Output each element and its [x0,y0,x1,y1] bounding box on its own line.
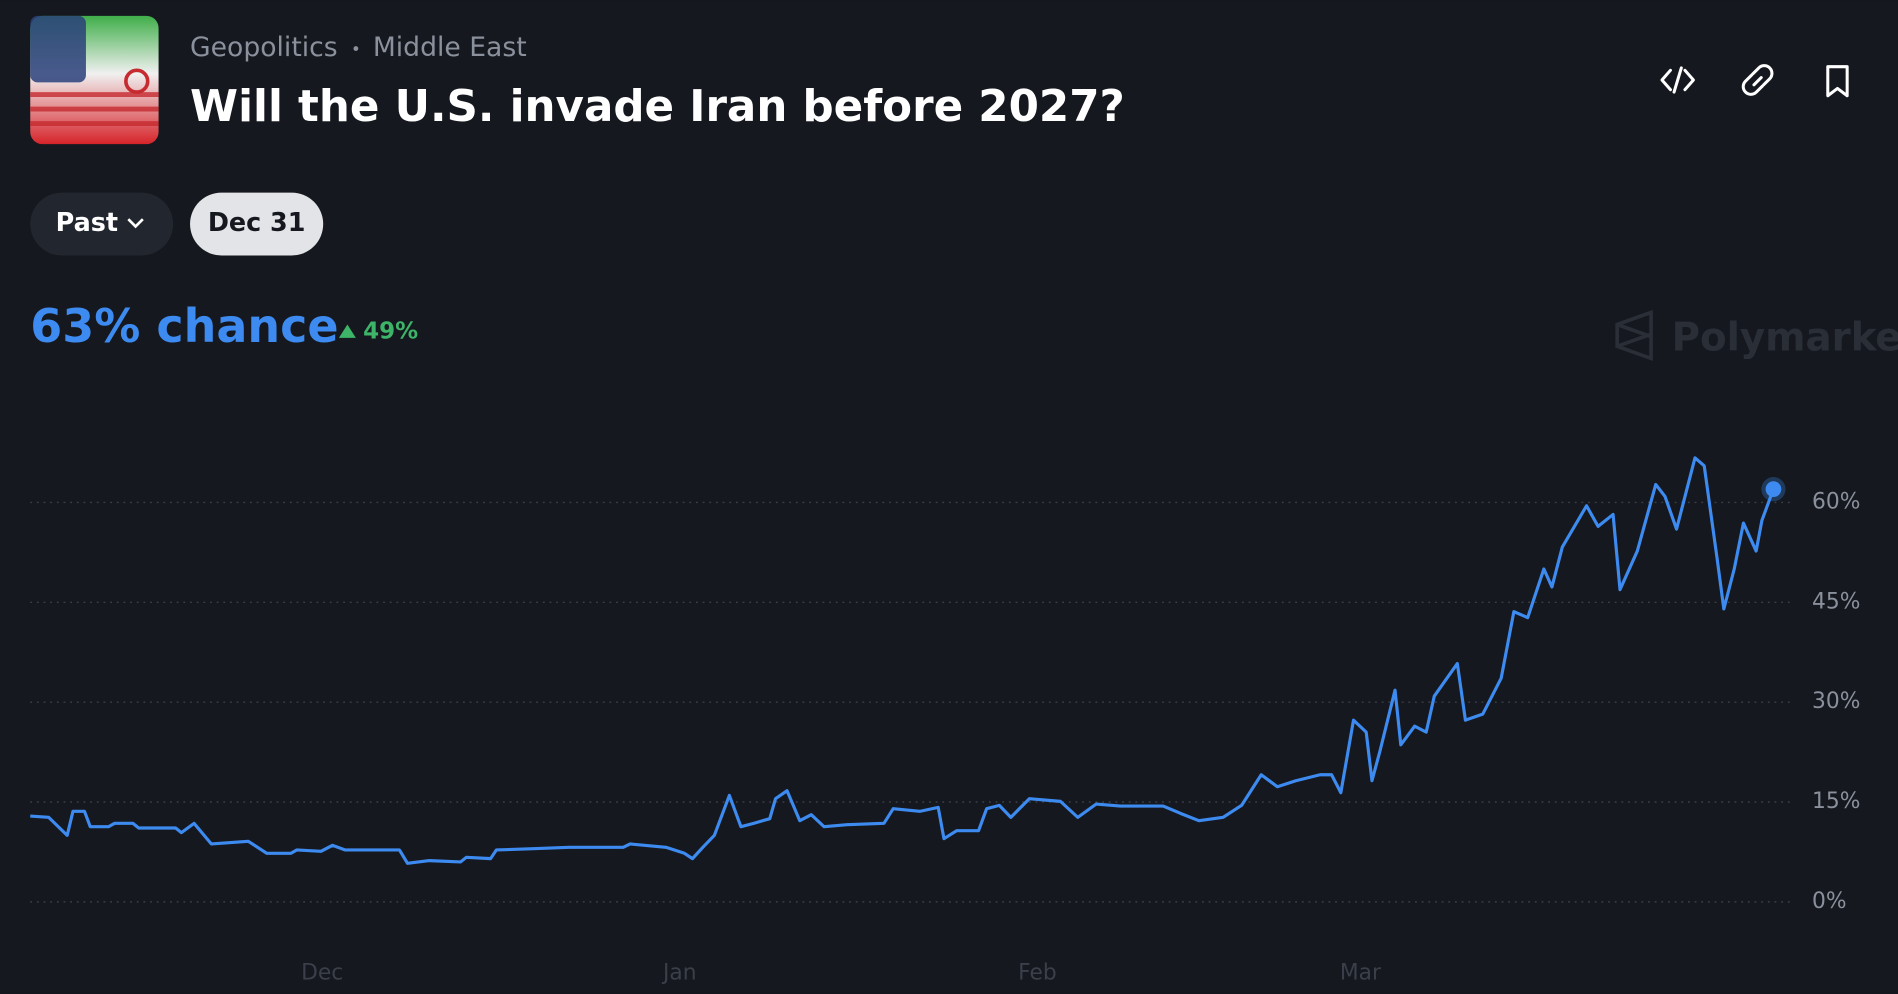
y-tick-label: 60% [1812,489,1860,514]
date-button[interactable]: Dec 31 [190,192,324,256]
breadcrumb[interactable]: Middle East [373,32,527,63]
x-tick-label: Mar [1340,960,1381,985]
x-tick-label: Feb [1018,960,1057,985]
brand: Polymarket [1672,316,1898,361]
separator [353,46,359,51]
range-label: Past [56,207,118,237]
market-title: Will the U.S. invade Iran before 2027? [190,82,1125,132]
price-line [30,456,1775,865]
change-arrow [338,324,356,338]
chance: 63% chance [30,299,338,353]
current-point [1765,481,1782,497]
watermark: Polymarket [1615,309,1898,361]
x-tick-label: Jan [661,960,697,985]
plot: 0% 15% 30% 45% 60% Dec Jan Feb Mar [30,456,1860,985]
y-tick-label: 30% [1812,689,1860,714]
x-tick-label: Dec [301,960,343,985]
date-label: Dec 31 [208,207,306,237]
bookmark-button[interactable] [1826,65,1849,98]
y-tick-label: 45% [1812,589,1860,614]
embed-button[interactable] [1660,66,1695,94]
market-icon [30,15,159,145]
y-tick-label: 0% [1812,889,1847,914]
copy-link-button[interactable] [1741,64,1774,96]
change: 49% [363,318,418,344]
range-dropdown[interactable]: Past [30,192,174,256]
breadcrumb[interactable]: Geopolitics [190,32,338,63]
y-tick-label: 15% [1812,789,1860,814]
